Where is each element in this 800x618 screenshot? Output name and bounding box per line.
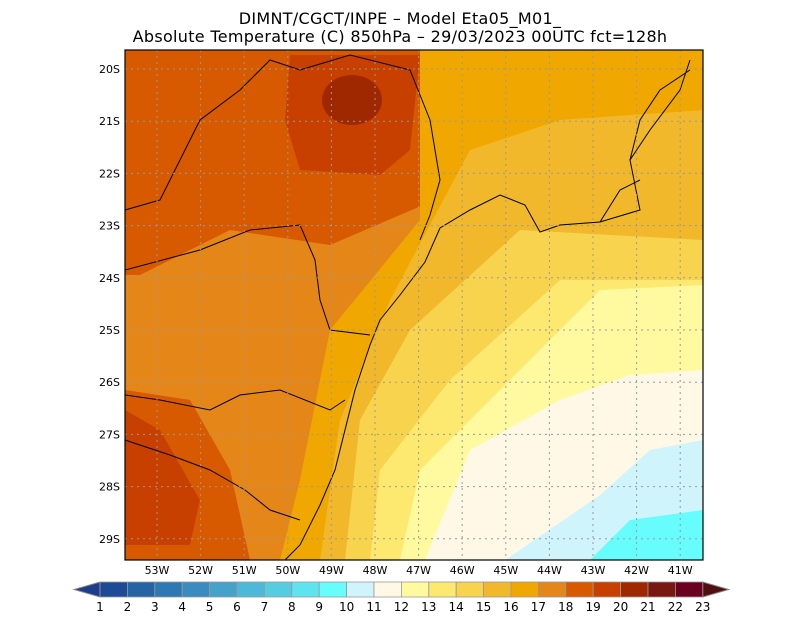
colorbar-label: 17 (531, 600, 546, 614)
colorbar-label: 9 (315, 600, 323, 614)
lon-label: 42W (624, 564, 649, 577)
colorbar-label: 18 (558, 600, 573, 614)
lon-label: 44W (537, 564, 562, 577)
lon-label: 43W (581, 564, 606, 577)
lon-label: 50W (275, 564, 300, 577)
colorbar-box (263, 581, 293, 598)
colorbar-box (99, 581, 128, 598)
colorbar-label: 8 (288, 600, 296, 614)
colorbar-box (675, 581, 704, 598)
colorbar-box (620, 581, 649, 598)
colorbar-box (592, 581, 622, 598)
region-9C (590, 510, 703, 560)
colorbar-box (647, 581, 676, 598)
colorbar-label: 4 (178, 600, 186, 614)
region-20C-sw (125, 410, 200, 545)
colorbar-label: 5 (206, 600, 214, 614)
lat-label: 26S (99, 376, 120, 389)
colorbar-label: 7 (261, 600, 269, 614)
colorbar-label: 21 (640, 600, 655, 614)
lon-label: 47W (406, 564, 431, 577)
colorbar-label: 23 (695, 600, 710, 614)
colorbar-label: 12 (394, 600, 409, 614)
colorbar-box (291, 581, 320, 598)
colorbar-label: 6 (233, 600, 241, 614)
chart-subtitle: Absolute Temperature (C) 850hPa – 29/03/… (132, 27, 668, 46)
lat-label: 23S (99, 220, 120, 233)
colorbar-box (510, 581, 539, 598)
colorbar-label: 3 (151, 600, 159, 614)
colorbar-box (154, 581, 183, 598)
colorbar-box (346, 581, 375, 598)
coastline-borders (125, 54, 691, 560)
colorbar-label: 10 (339, 600, 354, 614)
colorbar-box (181, 581, 210, 598)
colorbar-box (538, 581, 567, 598)
colorbar-box (318, 581, 348, 598)
colorbar-label: 15 (476, 600, 491, 614)
state-border (125, 224, 371, 336)
colorbar-label: 1 (96, 600, 104, 614)
lon-label: 49W (319, 564, 344, 577)
lat-label: 20S (99, 63, 120, 76)
colorbar-box (127, 581, 156, 598)
colorbar-box (483, 581, 512, 598)
colorbar-box (209, 581, 238, 598)
colorbar-low-arrow (72, 581, 101, 598)
colorbar-label: 14 (449, 600, 464, 614)
temperature-field (125, 50, 703, 560)
lat-label: 27S (99, 428, 120, 441)
colorbar-label: 16 (503, 600, 518, 614)
lon-label: 52W (188, 564, 213, 577)
state-border (599, 69, 691, 223)
state-border (125, 54, 441, 241)
lat-label: 29S (99, 533, 120, 546)
lat-label: 25S (99, 324, 120, 337)
region-21C (322, 75, 382, 125)
coastline (284, 59, 691, 560)
colorbar-box (428, 581, 457, 598)
colorbar-label: 22 (668, 600, 683, 614)
lon-label: 46W (450, 564, 475, 577)
gridlines (125, 50, 703, 560)
lat-label: 22S (99, 167, 120, 180)
lat-label: 24S (99, 272, 120, 285)
state-border (125, 439, 301, 521)
colorbar: 1 2 3 4 5 6 7 8 9 10 11 12 13 14 15 16 17 18 19 20 21 22 23 (72, 581, 731, 614)
chart-title: DIMNT/CGCT/INPE – Model Eta05_M01_ (238, 9, 562, 28)
lat-label: 28S (99, 481, 120, 494)
lon-label: 45W (493, 564, 518, 577)
colorbar-box (400, 581, 430, 598)
colorbar-label: 20 (613, 600, 628, 614)
colorbar-box (373, 581, 402, 598)
state-border (125, 389, 346, 411)
colorbar-label: 11 (366, 600, 381, 614)
lon-label: 48W (363, 564, 388, 577)
colorbar-label: 19 (586, 600, 601, 614)
colorbar-label: 13 (421, 600, 436, 614)
colorbar-high-arrow (702, 581, 731, 598)
colorbar-box (236, 581, 265, 598)
map-frame (124, 49, 704, 561)
lon-label: 53W (145, 564, 170, 577)
lat-label: 21S (99, 115, 120, 128)
colorbar-box (455, 581, 485, 598)
colorbar-label: 2 (124, 600, 132, 614)
colorbar-box (565, 581, 594, 598)
lon-label: 51W (232, 564, 257, 577)
lon-label: 41W (668, 564, 693, 577)
